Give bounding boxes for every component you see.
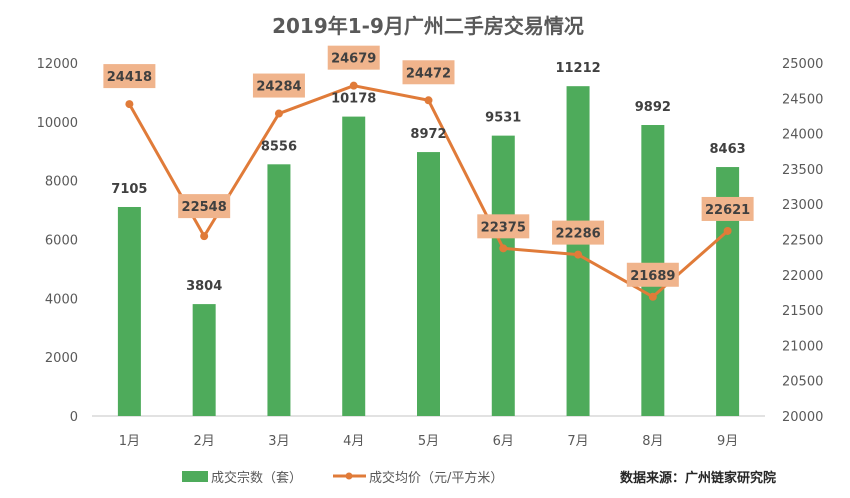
right-tick-label: 24000 [782,128,823,143]
right-tick-label: 20500 [782,375,823,390]
line-value-label: 24679 [331,52,376,67]
bar-value-label: 10178 [331,92,376,107]
data-source: 数据来源：广州链家研究院 [620,470,776,486]
right-tick-label: 22500 [782,234,823,249]
bar-value-label: 3804 [186,279,222,294]
right-tick-label: 21000 [782,339,823,354]
bar [417,152,440,416]
legend-bar-swatch [182,471,208,482]
line-point [574,250,583,259]
left-tick-label: 12000 [37,57,78,72]
x-tick-label: 5月 [418,434,439,449]
line-label-box [252,73,305,98]
x-tick-label: 9月 [717,434,738,449]
line-label-box [402,60,455,85]
line-label-box [327,45,380,70]
line-value-label: 22375 [481,220,526,235]
legend-bar-label: 成交宗数（套） [211,470,302,486]
bar [117,206,141,416]
right-tick-label: 24500 [782,92,823,107]
legend-line-label: 成交均价（元/平方米） [369,470,503,486]
x-axis-labels: 1月 2月 3月 4月 5月 6月 7月 8月 9月 [119,434,739,449]
right-tick-label: 23500 [782,163,823,178]
left-tick-label: 8000 [45,175,78,190]
line-point [200,232,209,241]
left-tick-label: 2000 [45,351,78,366]
line-point [424,96,433,105]
x-tick-label: 1月 [119,434,140,449]
line-label-box [626,262,679,287]
left-tick-label: 4000 [45,292,78,307]
line-value-label: 22286 [555,227,600,242]
line-label-box [103,64,156,89]
bar [491,135,515,416]
bar [192,304,216,416]
bar [267,164,291,416]
left-axis: 0 2000 4000 6000 8000 10000 12000 [37,57,78,425]
bar-value-label: 8972 [410,127,446,142]
right-tick-label: 23000 [782,198,823,213]
right-axis: 20000 20500 21000 21500 22000 22500 23000 23500… [782,57,823,425]
line-point [499,244,508,253]
chart-title: 2019年1-9月广州二手房交易情况 [272,14,584,38]
line-point [349,81,358,90]
line-point [648,292,657,301]
bar-value-label: 9892 [635,100,671,115]
x-tick-label: 6月 [493,434,514,449]
left-tick-label: 10000 [37,116,78,131]
line-value-label: 21689 [630,269,675,284]
x-tick-label: 3月 [268,434,289,449]
legend: 成交宗数（套） 成交均价（元/平方米） 数据来源：广州链家研究院 [182,470,776,486]
line-label-box [477,214,530,239]
line-value-label: 24284 [256,80,301,95]
right-tick-label: 25000 [782,57,823,72]
right-tick-label: 21500 [782,304,823,319]
x-tick-label: 8月 [642,434,663,449]
bar [716,167,740,416]
bar-value-label: 8556 [261,139,297,154]
line-value-label: 22621 [705,203,750,218]
line-label-box [552,220,605,245]
bar-data-labels: 7105 3804 8556 10178 8972 9531 11212 9892 8463 [111,61,745,294]
x-tick-label: 7月 [567,434,588,449]
left-tick-label: 0 [70,410,78,425]
line-point [125,100,134,109]
left-tick-label: 6000 [45,234,78,249]
line-value-label: 22548 [182,200,227,215]
bar-value-label: 7105 [111,182,147,197]
x-tick-label: 2月 [194,434,215,449]
line-point [274,109,283,118]
line-value-label: 24472 [406,66,451,81]
x-tick-label: 4月 [343,434,364,449]
bar-value-label: 11212 [555,61,600,76]
line-point [723,226,732,235]
line-data-labels: 24418 22548 24284 24679 24472 22375 22286 21689… [103,45,754,287]
bar [342,116,366,416]
right-tick-label: 22000 [782,269,823,284]
right-tick-label: 20000 [782,410,823,425]
bar-value-label: 9531 [485,111,521,126]
bar-value-label: 8463 [710,142,746,157]
line-value-label: 24418 [107,70,152,85]
line-label-box [701,196,754,221]
legend-line-marker [345,472,353,480]
line-label-box [178,194,231,219]
